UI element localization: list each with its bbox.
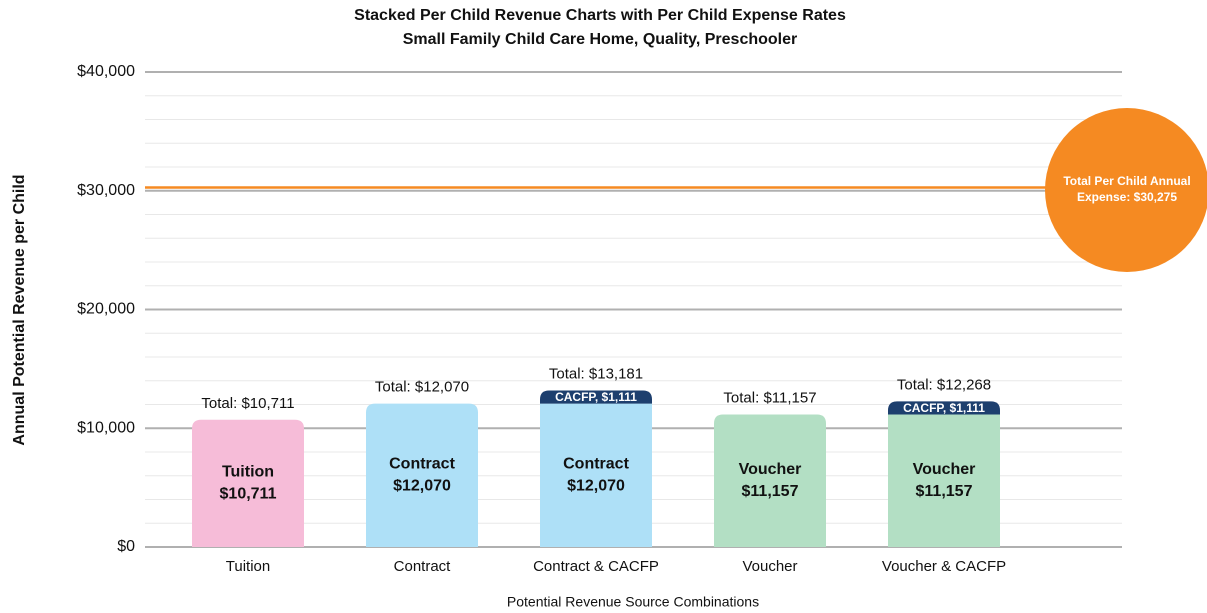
total-label: Total: $12,070 [375, 379, 469, 396]
segment-name: Contract [389, 456, 455, 473]
segment-value-label: CACFP, $1,111 [903, 401, 985, 415]
reference-label: Total Per Child Annual Expense: $30,275 [1063, 174, 1190, 204]
total-label: Total: $11,157 [723, 389, 816, 406]
x-tick-label: Contract & CACFP [533, 558, 659, 575]
x-axis-label: Potential Revenue Source Combinations [507, 594, 759, 610]
bar-segment [888, 401, 1000, 415]
y-tick-label: $0 [117, 538, 135, 555]
chart-title: Stacked Per Child Revenue Charts with Pe… [354, 7, 846, 24]
total-label: Total: $10,711 [201, 395, 294, 412]
bar-segment [540, 403, 652, 547]
segment-name: Tuition [222, 464, 274, 481]
bar-segment [192, 419, 304, 547]
segment-value-label: CACFP, $1,111 [555, 390, 637, 404]
segment-value-label: $11,157 [916, 483, 973, 500]
segment-value-label: $12,070 [567, 478, 625, 495]
x-tick-label: Tuition [226, 558, 270, 575]
total-label: Total: $13,181 [549, 365, 643, 382]
bar-segment [366, 403, 478, 547]
segment-name: Contract [563, 456, 629, 473]
reference-badge [1045, 108, 1207, 272]
y-tick-label: $40,000 [77, 63, 135, 80]
chart-subtitle: Small Family Child Care Home, Quality, P… [403, 31, 798, 48]
bar-segment [888, 414, 1000, 547]
bar-segment [540, 390, 652, 404]
x-tick-label: Voucher [742, 558, 797, 575]
segment-value-label: $12,070 [393, 478, 451, 495]
y-tick-label: $10,000 [77, 419, 135, 436]
y-axis-label: Annual Potential Revenue per Child [11, 174, 28, 445]
x-tick-label: Contract [394, 558, 452, 575]
x-tick-label: Voucher & CACFP [882, 558, 1006, 575]
segment-value-label: $10,711 [220, 486, 277, 503]
y-tick-label: $20,000 [77, 301, 135, 318]
bar-segment [714, 414, 826, 547]
segment-name: Voucher [913, 461, 976, 478]
total-label: Total: $12,268 [897, 376, 991, 393]
y-tick-label: $30,000 [77, 182, 135, 199]
segment-name: Voucher [739, 461, 802, 478]
segment-value-label: $11,157 [742, 483, 799, 500]
